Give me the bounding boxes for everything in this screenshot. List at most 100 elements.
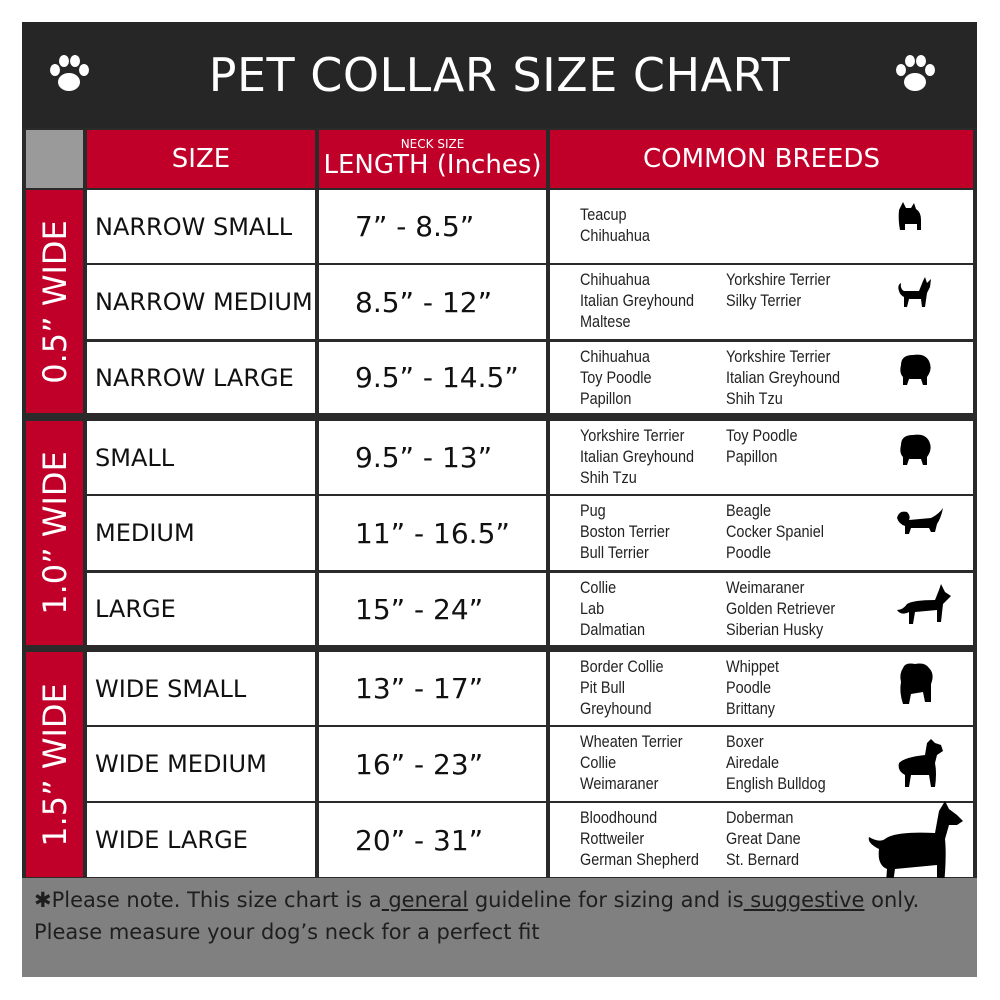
breed-name: English Bulldog [726, 774, 826, 793]
breeds-column-1: Yorkshire Terrier Italian Greyhound Shih T… [580, 425, 694, 488]
size-cell: NARROW SMALL [87, 190, 315, 263]
breeds-column-1: Pug Boston Terrier Bull Terrier [580, 500, 670, 563]
breeds-cell: Chihuahua Italian Greyhound Maltese Yorkshi… [550, 265, 973, 339]
breed-name: Papillon [726, 447, 778, 466]
breeds-cell: Pug Boston Terrier Bull Terrier Beagle Cocke… [550, 496, 973, 570]
corner-cell [26, 130, 83, 188]
breeds-column-2: Toy Poodle Papillon [726, 425, 798, 467]
group-label-text: 1.0” WIDE [35, 451, 74, 615]
header-length: NECK SIZE LENGTH (Inches) [319, 130, 546, 188]
breed-name: Greyhound [580, 699, 652, 718]
breeds-cell: Teacup Chihuahua [550, 190, 973, 263]
breeds-cell: Border Collie Pit Bull Greyhound Whippet Poo… [550, 652, 973, 725]
footer-text: guideline for sizing and is [468, 888, 744, 912]
size-cell: LARGE [87, 573, 315, 645]
breeds-column-1: Chihuahua Italian Greyhound Maltese [580, 269, 694, 332]
breed-name: Wheaten Terrier [580, 732, 683, 751]
breed-name: Beagle [726, 501, 771, 520]
breed-name: Yorkshire Terrier [580, 426, 685, 445]
header-size: SIZE [87, 130, 315, 188]
breeds-column-2: Doberman Great Dane St. Bernard [726, 807, 801, 870]
breed-name: Chihuahua [580, 270, 650, 289]
breeds-column-2: Whippet Poodle Brittany [726, 656, 779, 719]
size-cell: NARROW LARGE [87, 342, 315, 413]
chihuahua-silhouette-icon [898, 277, 931, 307]
breed-name: Boston Terrier [580, 522, 670, 541]
breed-name: Shih Tzu [580, 468, 637, 487]
breed-name: Boxer [726, 732, 764, 751]
group-label-text: 0.5” WIDE [35, 219, 74, 384]
length-cell: 9.5” - 13” [319, 421, 546, 494]
breed-name: Poodle [726, 678, 771, 697]
breeds-cell: Bloodhound Rottweiler German Shepherd Dober… [550, 801, 973, 897]
breeds-column-1: Collie Lab Dalmatian [580, 577, 645, 640]
breed-name: Bull Terrier [580, 543, 649, 562]
breed-name: Collie [580, 753, 617, 772]
breed-name: Yorkshire Terrier [726, 270, 831, 289]
dachshund-silhouette-icon [897, 508, 943, 534]
breed-name: Toy Poodle [580, 368, 652, 387]
header-breeds-label: COMMON BREEDS [643, 144, 880, 174]
length-cell: 15” - 24” [319, 573, 546, 645]
group-label-3: 1.5” WIDE [26, 652, 83, 877]
breed-name: St. Bernard [726, 850, 800, 869]
length-cell: 13” - 17” [319, 652, 546, 725]
breed-name: Papillon [580, 389, 632, 408]
chart-title: PET COLLAR SIZE CHART [22, 22, 977, 128]
doberman-silhouette-icon [868, 801, 963, 897]
breed-name: Great Dane [726, 829, 801, 848]
pomeranian-silhouette-icon [900, 434, 931, 465]
breed-name: Golden Retriever [726, 599, 836, 618]
pitbull-silhouette-icon [898, 739, 943, 787]
bulldog-silhouette-icon [900, 663, 933, 704]
group-label-1: 0.5” WIDE [26, 190, 83, 413]
breeds-cell: Collie Lab Dalmatian Weimaraner Golden Retri… [550, 573, 973, 645]
header-length-label: LENGTH (Inches) [323, 150, 542, 180]
footer-line-2: Please measure your dog’s neck for a per… [34, 920, 540, 944]
header-breeds: COMMON BREEDS [550, 130, 973, 188]
shepherd-silhouette-icon [897, 584, 951, 624]
breed-name: Maltese [580, 312, 631, 331]
breed-name: Pit Bull [580, 678, 625, 697]
size-cell: SMALL [87, 421, 315, 494]
size-cell: MEDIUM [87, 496, 315, 570]
footer-line-1: ✱Please note. This size chart is a gener… [34, 884, 965, 916]
yorkie-silhouette-icon [898, 201, 921, 230]
breeds-column-1: Chihuahua Toy Poodle Papillon [580, 346, 652, 409]
size-cell: WIDE SMALL [87, 652, 315, 725]
size-cell: NARROW MEDIUM [87, 265, 315, 339]
breeds-cell: Wheaten Terrier Collie Weimaraner Boxer Aire… [550, 727, 973, 801]
breed-name: Italian Greyhound [580, 291, 695, 310]
breed-name: Italian Greyhound [580, 447, 695, 466]
breed-name: Shih Tzu [726, 389, 783, 408]
breed-name: Whippet [726, 657, 780, 676]
breeds-column-2: Beagle Cocker Spaniel Poodle [726, 500, 824, 563]
breed-name: Toy Poodle [726, 426, 798, 445]
length-cell: 16” - 23” [319, 727, 546, 801]
paw-icon [50, 55, 89, 91]
breed-name: Border Collie [580, 657, 664, 676]
breed-name: Weimaraner [580, 774, 659, 793]
breed-name: Pug [580, 501, 606, 520]
breeds-cell: Chihuahua Toy Poodle Papillon Yorkshire Ter… [550, 342, 973, 413]
size-cell: WIDE MEDIUM [87, 727, 315, 801]
breed-name: Poodle [726, 543, 771, 562]
breed-name: Rottweiler [580, 829, 645, 848]
breed-name: Brittany [726, 699, 775, 718]
breed-name: Chihuahua [580, 226, 650, 245]
footer-emphasis-suggestive: suggestive [743, 888, 865, 912]
breed-name: Bloodhound [580, 808, 658, 827]
breeds-cell: Yorkshire Terrier Italian Greyhound Shih T… [550, 421, 973, 494]
length-cell: 8.5” - 12” [319, 265, 546, 339]
breed-name: Weimaraner [726, 578, 805, 597]
group-label-text: 1.5” WIDE [35, 682, 74, 847]
breeds-column-1: Wheaten Terrier Collie Weimaraner [580, 731, 683, 794]
footer-text: only. [864, 888, 920, 912]
breed-name: German Shepherd [580, 850, 699, 869]
length-cell: 20” - 31” [319, 803, 546, 877]
breeds-column-1: Bloodhound Rottweiler German Shepherd [580, 807, 699, 870]
breed-name: Doberman [726, 808, 794, 827]
footer-emphasis-general: general [381, 888, 469, 912]
pomeranian-silhouette-icon [900, 354, 931, 385]
breeds-column-2: Boxer Airedale English Bulldog [726, 731, 826, 794]
